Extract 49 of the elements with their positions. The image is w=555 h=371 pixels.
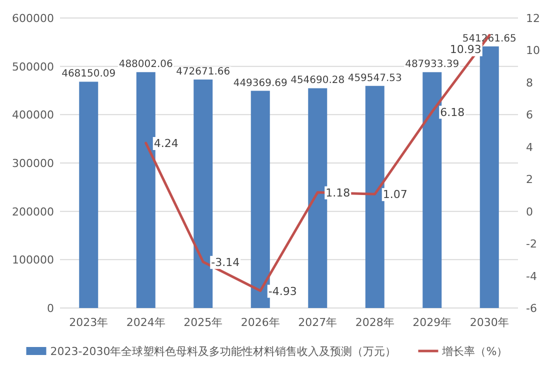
bar bbox=[250, 90, 270, 308]
y-tick-label: 100000 bbox=[12, 254, 54, 267]
bar bbox=[480, 46, 499, 308]
y2-tick-label: -6 bbox=[526, 302, 537, 315]
x-tick-label: 2028年 bbox=[355, 316, 394, 329]
y-tick-label: 0 bbox=[47, 302, 54, 315]
bar bbox=[308, 88, 328, 308]
y-tick-label: 600000 bbox=[12, 12, 54, 25]
y-tick-label: 400000 bbox=[12, 108, 54, 122]
y2-tick-label: -4 bbox=[526, 270, 537, 283]
y2-tick-label: 0 bbox=[526, 205, 533, 218]
data-label: 487933.39 bbox=[405, 59, 460, 70]
x-tick-label: 2024年 bbox=[126, 316, 166, 329]
x-tick-label: 2023年 bbox=[69, 316, 108, 329]
x-tick-label: 2026年 bbox=[240, 316, 280, 329]
bar bbox=[365, 86, 384, 308]
data-label: 488002.06 bbox=[118, 59, 173, 70]
data-label: -4.93 bbox=[268, 284, 297, 298]
x-tick-label: 2027年 bbox=[298, 316, 338, 329]
bar bbox=[194, 80, 213, 308]
data-label: 1.07 bbox=[382, 188, 408, 202]
x-tick-label: 2030年 bbox=[470, 316, 509, 329]
data-label: -3.14 bbox=[211, 256, 240, 269]
y2-tick-label: 10 bbox=[526, 44, 540, 58]
y2-tick-label: 12 bbox=[526, 12, 540, 25]
data-label: 10.93 bbox=[450, 43, 482, 56]
legend-label: 2023-2030年全球塑料色母料及多功能性材料销售收入及预测（万元） bbox=[50, 345, 396, 358]
data-label: 468150.09 bbox=[62, 68, 116, 80]
bar bbox=[422, 72, 442, 308]
y2-tick-label: 8 bbox=[526, 76, 533, 90]
legend-label: 增长率（%） bbox=[441, 345, 508, 358]
data-label: 454690.28 bbox=[290, 75, 345, 86]
y-tick-label: 300000 bbox=[12, 157, 54, 170]
data-label: 1.18 bbox=[326, 186, 350, 200]
y-tick-label: 500000 bbox=[12, 60, 54, 74]
data-label: 4.24 bbox=[154, 137, 178, 150]
data-label: 459547.53 bbox=[348, 72, 402, 84]
data-label: 449369.69 bbox=[233, 78, 288, 89]
data-label: 6.18 bbox=[440, 106, 465, 119]
y2-tick-label: 4 bbox=[526, 140, 533, 154]
x-tick-label: 2025年 bbox=[184, 316, 223, 329]
y2-tick-label: 6 bbox=[526, 108, 533, 122]
data-label: 472671.66 bbox=[176, 66, 230, 78]
bar bbox=[136, 72, 156, 308]
bar bbox=[79, 82, 98, 308]
y-tick-label: 200000 bbox=[12, 205, 54, 218]
x-tick-label: 2029年 bbox=[412, 316, 452, 329]
y2-tick-label: -2 bbox=[526, 238, 537, 251]
y2-tick-label: 2 bbox=[526, 173, 533, 186]
